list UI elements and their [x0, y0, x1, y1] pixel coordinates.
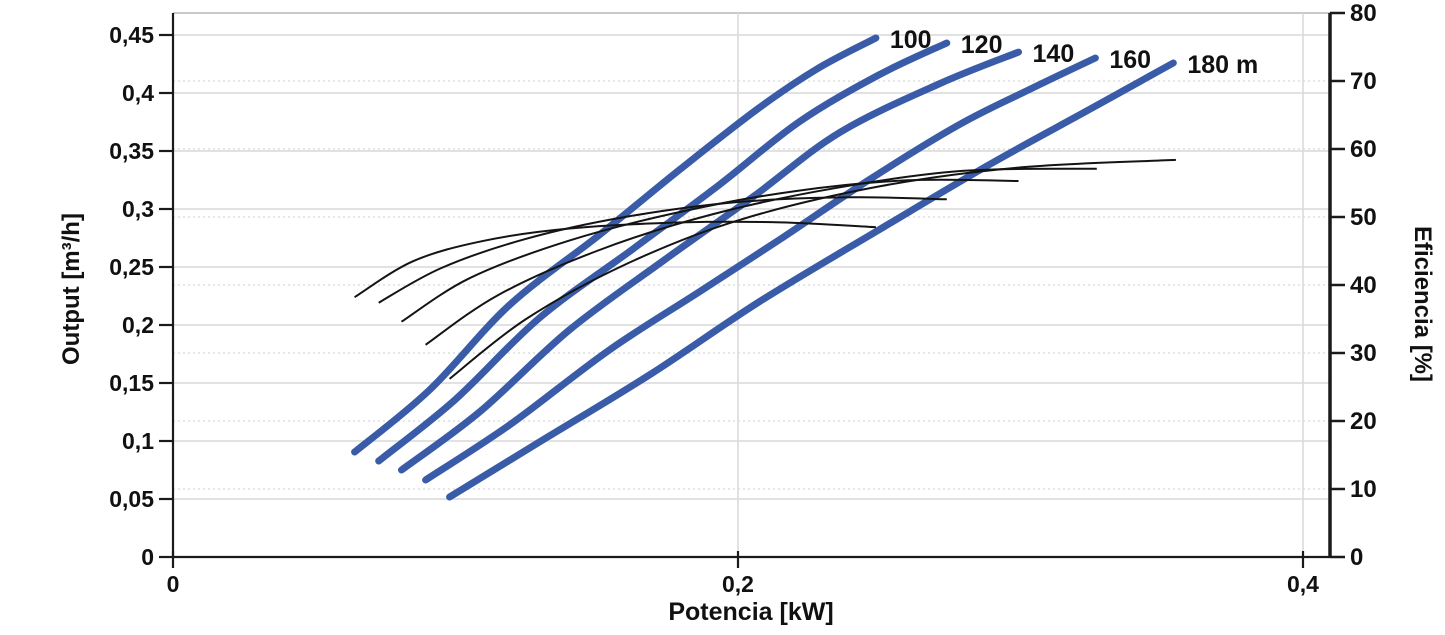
- efficiency-curve-140: [400, 178, 1019, 323]
- y-right-tick-label: 70: [1350, 68, 1377, 95]
- head-curve-label-180: 180 m: [1187, 51, 1258, 79]
- y-left-tick-label: 0,25: [109, 254, 154, 280]
- efficiency-curve-180: [448, 158, 1176, 380]
- y-right-tick-label: 0: [1350, 544, 1363, 571]
- y-right-tick-label: 40: [1350, 272, 1377, 299]
- head-curve-label-120: 120: [961, 31, 1003, 59]
- y-right-tick-label: 60: [1350, 136, 1377, 163]
- head-curve-140: [398, 48, 1022, 474]
- efficiency-curve-100: [354, 220, 876, 299]
- efficiency-curve-120: [378, 196, 947, 304]
- y-right-tick-label: 30: [1350, 340, 1377, 367]
- head-curve-label-160: 160: [1109, 46, 1151, 74]
- head-curve-label-140: 140: [1033, 40, 1075, 68]
- y-left-tick-label: 0,45: [109, 22, 154, 48]
- head-curve-120: [375, 39, 951, 465]
- x-tick-label: 0,4: [1287, 571, 1319, 597]
- x-tick-label: 0: [167, 571, 180, 597]
- head-curve-160: [422, 54, 1099, 484]
- y-left-tick-label: 0,1: [122, 428, 154, 454]
- y-left-tick-label: 0,15: [109, 370, 154, 396]
- y-left-tick-label: 0,2: [122, 312, 154, 338]
- y-right-tick-label: 50: [1350, 204, 1377, 231]
- head-curve-100: [351, 34, 880, 456]
- y-left-tick-label: 0: [141, 544, 154, 570]
- y-right-tick-label: 20: [1350, 408, 1377, 435]
- y-right-tick-label: 10: [1350, 476, 1377, 503]
- x-axis-title: Potencia [kW]: [668, 598, 834, 626]
- x-tick-label: 0,2: [722, 571, 754, 597]
- y-left-tick-label: 0,4: [122, 80, 154, 106]
- y-left-tick-label: 0,05: [109, 486, 154, 512]
- y-left-tick-label: 0,35: [109, 138, 154, 164]
- head-curve-180: [446, 59, 1177, 501]
- y-right-tick-label: 80: [1350, 0, 1377, 27]
- y-left-tick-label: 0,3: [122, 196, 154, 222]
- y-right-axis-title: Eficiencia [%]: [1409, 225, 1436, 383]
- head-curve-label-100: 100: [890, 26, 932, 54]
- y-left-axis-title: Output [m³/h]: [58, 213, 85, 365]
- efficiency-curve-160: [425, 167, 1097, 346]
